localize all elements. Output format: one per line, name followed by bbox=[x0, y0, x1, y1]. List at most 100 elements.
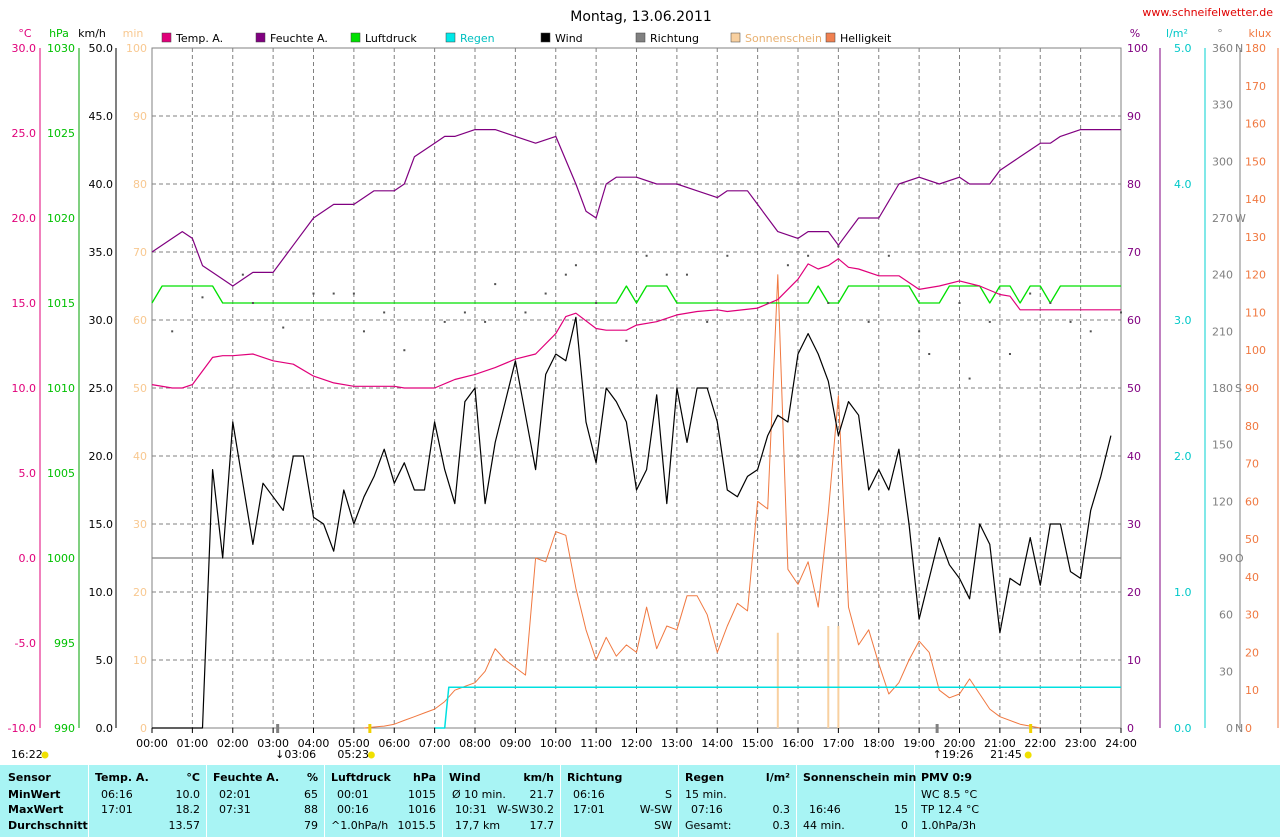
legend-swatch-7 bbox=[825, 32, 836, 43]
wind-axis-tick-0: 50.0 bbox=[89, 42, 114, 55]
direction-point-24 bbox=[706, 320, 709, 323]
temp-unit-label: °C bbox=[18, 27, 32, 40]
direction-axis-tick-5: 210 bbox=[1212, 325, 1233, 338]
direction-header: Richtung bbox=[567, 771, 623, 784]
brightness-axis-tick-9: 90 bbox=[1245, 382, 1259, 395]
legend-swatch-6 bbox=[730, 32, 741, 43]
temp-axis-tick-5: 5.0 bbox=[19, 467, 37, 480]
wind-avg-value: 17.7 bbox=[529, 819, 555, 832]
wind-axis-tick-5: 25.0 bbox=[89, 382, 114, 395]
sunset-tick bbox=[1029, 724, 1033, 733]
direction-point-23 bbox=[685, 273, 688, 276]
temp-min-value: 10.0 bbox=[175, 788, 201, 801]
x-tick-label-10: 10:00 bbox=[540, 737, 572, 750]
direction-axis-tick-9: 90 bbox=[1219, 552, 1233, 565]
direction-point-3 bbox=[251, 302, 254, 304]
direction-axis-tick-7: 150 bbox=[1212, 439, 1233, 452]
x-tick-label-5: 05:00 bbox=[338, 737, 370, 750]
direction-point-16 bbox=[544, 292, 547, 295]
legend-label-2: Luftdruck bbox=[365, 32, 417, 45]
moonrise-label: ↑19:26 bbox=[933, 748, 974, 761]
wind-axis-tick-3: 35.0 bbox=[89, 246, 114, 259]
legend-label-7: Helligkeit bbox=[840, 32, 892, 45]
temp-axis-tick-2: 20.0 bbox=[12, 212, 37, 225]
direction-point-6 bbox=[332, 292, 335, 295]
sunshine-header: Sonnenschein min bbox=[803, 771, 917, 784]
direction-point-38 bbox=[1008, 353, 1011, 355]
x-tick-label-9: 09:00 bbox=[500, 737, 532, 750]
legend-label-6: Sonnenschein bbox=[745, 32, 822, 45]
brightness-axis-tick-5: 130 bbox=[1245, 231, 1266, 244]
rain-axis-tick-4: 1.0 bbox=[1174, 586, 1192, 599]
pressure-axis-tick-6: 1000 bbox=[47, 552, 75, 565]
rain-axis-tick-5: 0.0 bbox=[1174, 722, 1192, 735]
wind-unit: km/h bbox=[523, 771, 554, 784]
brightness-axis-tick-6: 120 bbox=[1245, 269, 1266, 282]
temp-min-time: 06:16 bbox=[101, 788, 133, 801]
rain-unit-label: l/m² bbox=[1166, 27, 1188, 40]
direction-point-43 bbox=[1120, 311, 1122, 314]
direction-point-21 bbox=[645, 254, 648, 257]
direction-max-time: 17:01 bbox=[573, 803, 605, 816]
temp-axis-tick-7: -5.0 bbox=[15, 637, 36, 650]
sunrise-label: 05:23 bbox=[337, 748, 369, 761]
legend-label-4: Wind bbox=[555, 32, 583, 45]
direction-point-27 bbox=[786, 264, 789, 267]
humidity-max-value: 88 bbox=[304, 803, 318, 816]
pressure-axis-tick-0: 1030 bbox=[47, 42, 75, 55]
direction-axis-tick-2: 300 bbox=[1212, 155, 1233, 168]
brightness-axis-tick-14: 40 bbox=[1245, 571, 1259, 584]
humidity-max-time: 07:31 bbox=[219, 803, 251, 816]
direction-point-7 bbox=[352, 292, 355, 295]
direction-point-10 bbox=[403, 349, 406, 352]
x-tick-label-13: 13:00 bbox=[661, 737, 693, 750]
wind-axis-tick-2: 40.0 bbox=[89, 178, 114, 191]
temp-axis-tick-8: -10.0 bbox=[8, 722, 36, 735]
legend-swatch-2 bbox=[350, 32, 361, 43]
wind-axis-tick-10: 0.0 bbox=[96, 722, 114, 735]
direction-point-42 bbox=[1089, 330, 1092, 333]
wind-axis-tick-6: 20.0 bbox=[89, 450, 114, 463]
direction-point-29 bbox=[827, 302, 830, 304]
site-url: www.schneifelwetter.de bbox=[1142, 6, 1273, 19]
rain-unit: l/m² bbox=[765, 771, 790, 784]
direction-point-5 bbox=[312, 292, 315, 295]
x-tick-label-2: 02:00 bbox=[217, 737, 249, 750]
brightness-axis-tick-12: 60 bbox=[1245, 495, 1259, 508]
legend-label-3: Regen bbox=[460, 32, 495, 45]
sunshine-axis-tick-5: 50 bbox=[133, 382, 147, 395]
humidity-line bbox=[151, 129, 1121, 287]
humidity-axis-tick-2: 80 bbox=[1127, 178, 1141, 191]
pressure-axis-tick-4: 1010 bbox=[47, 382, 75, 395]
left-sun-icon bbox=[41, 751, 49, 759]
x-tick-label-6: 06:00 bbox=[378, 737, 410, 750]
humidity-axis-tick-9: 10 bbox=[1127, 654, 1141, 667]
x-tick-label-22: 22:00 bbox=[1024, 737, 1056, 750]
direction-point-15 bbox=[524, 311, 527, 314]
humidity-axis-tick-8: 20 bbox=[1127, 586, 1141, 599]
pressure-max-time: 00:16 bbox=[337, 803, 369, 816]
brightness-axis-tick-8: 100 bbox=[1245, 344, 1266, 357]
x-axis: 00:00 01:00 02:00 03:00 04:00 05:00 06:00 07:00… bbox=[136, 728, 1137, 750]
wind-max-time: 10:31 bbox=[455, 803, 487, 816]
direction-point-41 bbox=[1069, 320, 1072, 323]
direction-point-11 bbox=[443, 320, 446, 323]
rain-total-value: 0.3 bbox=[772, 819, 791, 832]
x-tick-label-0: 00:00 bbox=[136, 737, 168, 750]
row-label-max: MaxWert bbox=[8, 803, 64, 816]
pressure-axis-tick-3: 1015 bbox=[47, 297, 75, 310]
direction-max-value: W-SW bbox=[639, 803, 672, 816]
direction-point-34 bbox=[928, 353, 931, 355]
rain-line bbox=[434, 686, 1121, 729]
legend-label-0: Temp. A. bbox=[175, 32, 223, 45]
humidity-axis-tick-1: 90 bbox=[1127, 110, 1141, 123]
row-label-min: MinWert bbox=[8, 788, 61, 801]
pmv-dewpoint: TP 12.4 °C bbox=[921, 803, 980, 816]
humidity-axis-tick-7: 30 bbox=[1127, 518, 1141, 531]
direction-point-9 bbox=[383, 311, 386, 314]
x-tick-label-1: 01:00 bbox=[177, 737, 209, 750]
brightness-axis-tick-10: 80 bbox=[1245, 420, 1259, 433]
x-tick-label-21: 21:00 bbox=[984, 737, 1016, 750]
brightness-line bbox=[363, 274, 1041, 729]
brightness-axis-tick-1: 170 bbox=[1245, 80, 1266, 93]
